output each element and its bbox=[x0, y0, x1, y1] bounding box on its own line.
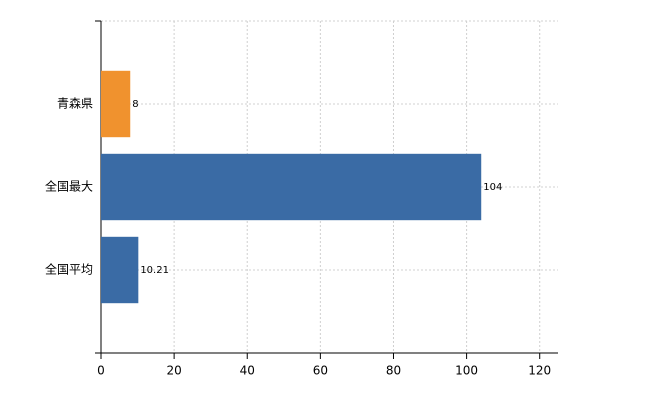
bar bbox=[101, 153, 482, 221]
y-tick-label: 青森県 bbox=[57, 96, 93, 111]
y-tick-label: 全国平均 bbox=[45, 262, 93, 277]
x-tick-label: 120 bbox=[528, 364, 551, 378]
x-tick-label: 40 bbox=[240, 364, 255, 378]
value-label: 8 bbox=[132, 99, 138, 110]
x-tick-label: 0 bbox=[97, 364, 105, 378]
bar bbox=[101, 70, 131, 138]
x-tick-label: 20 bbox=[166, 364, 181, 378]
value-label: 104 bbox=[483, 182, 502, 193]
x-tick-label: 80 bbox=[386, 364, 401, 378]
bar bbox=[101, 236, 139, 304]
x-tick-label: 60 bbox=[313, 364, 328, 378]
x-tick-label: 100 bbox=[455, 364, 478, 378]
value-label: 10.21 bbox=[140, 265, 169, 276]
y-tick-label: 全国最大 bbox=[45, 179, 93, 194]
